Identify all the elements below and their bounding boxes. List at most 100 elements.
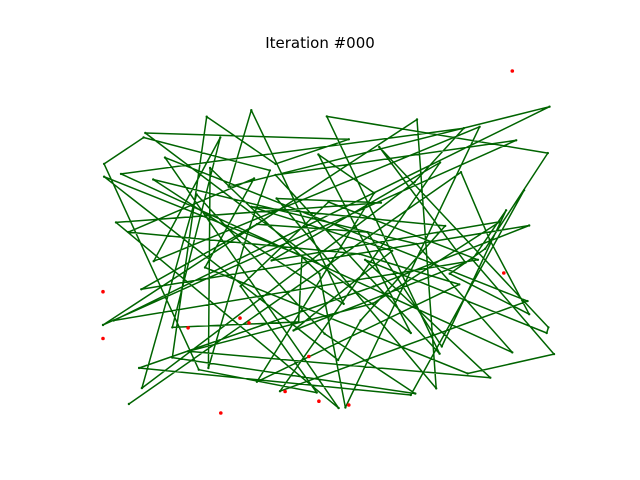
route-city-point <box>207 367 209 369</box>
route-city-point <box>209 167 211 169</box>
route-city-point <box>120 173 122 175</box>
route-city-point <box>198 369 200 371</box>
route-city-point <box>301 255 303 257</box>
unvisited-city-point <box>101 337 105 341</box>
route-city-point <box>270 259 272 261</box>
route-city-point <box>142 136 144 138</box>
route-city-point <box>171 326 173 328</box>
route-city-point <box>489 377 491 379</box>
route-city-point <box>528 313 530 315</box>
route-city-point <box>547 326 549 328</box>
route-city-point <box>458 283 460 285</box>
route-city-point <box>144 132 146 134</box>
route-city-point <box>279 390 281 392</box>
route-city-point <box>463 127 465 129</box>
route-city-point <box>153 260 155 262</box>
route-city-point <box>141 387 143 389</box>
route-city-point <box>344 406 346 408</box>
route-city-point <box>337 359 339 361</box>
unvisited-city-point <box>511 69 515 73</box>
route-city-point <box>364 259 366 261</box>
unvisited-city-point <box>186 326 190 330</box>
route-city-point <box>471 258 473 260</box>
route-city-point <box>256 381 258 383</box>
unvisited-city-point <box>347 403 351 407</box>
route-city-point <box>103 163 105 165</box>
route-city-point <box>511 351 513 353</box>
route-city-point <box>327 201 329 203</box>
route-city-point <box>548 106 550 108</box>
route-city-point <box>484 248 486 250</box>
route-city-point <box>317 153 319 155</box>
route-city-point <box>274 163 276 165</box>
route-city-point <box>415 243 417 245</box>
route-city-point <box>316 391 318 393</box>
route-city-point <box>250 206 252 208</box>
route-city-point <box>489 239 491 241</box>
route-city-point <box>444 225 446 227</box>
unvisited-city-point <box>502 271 506 275</box>
route-city-point <box>416 118 418 120</box>
route-city-point <box>372 285 374 287</box>
unvisited-city-point <box>247 321 251 325</box>
route-city-point <box>435 387 437 389</box>
route-city-point <box>373 192 375 194</box>
route-city-point <box>441 345 443 347</box>
route-city-point <box>103 176 105 178</box>
route-city-point <box>115 221 117 223</box>
route-city-point <box>102 324 104 326</box>
unvisited-city-point <box>307 355 311 359</box>
route-city-point <box>467 372 469 374</box>
route-city-point <box>505 209 507 211</box>
route-city-point <box>274 174 276 176</box>
route-city-point <box>128 403 130 405</box>
route-city-point <box>253 177 255 179</box>
route-city-point <box>410 332 412 334</box>
route-city-point <box>247 231 249 233</box>
route-city-point <box>187 350 189 352</box>
route-city-point <box>269 169 271 171</box>
unvisited-city-point <box>283 390 287 394</box>
route-city-point <box>113 319 115 321</box>
route-city-point <box>275 197 277 199</box>
route-city-point <box>366 231 368 233</box>
route-city-point <box>439 161 441 163</box>
route-city-point <box>391 250 393 252</box>
route-city-point <box>523 189 525 191</box>
route-city-point <box>318 273 320 275</box>
route-city-point <box>256 223 258 225</box>
route-city-point <box>138 367 140 369</box>
route-city-point <box>477 259 479 261</box>
route-city-point <box>127 231 129 233</box>
route-city-point <box>195 193 197 195</box>
unvisited-city-point <box>238 316 242 320</box>
route-city-point <box>292 329 294 331</box>
route-city-point <box>140 288 142 290</box>
route-city-point <box>250 109 252 111</box>
route-city-point <box>546 332 548 334</box>
route-city-point <box>553 353 555 355</box>
route-city-point <box>380 202 382 204</box>
route-city-point <box>414 392 416 394</box>
route-city-point <box>297 321 299 323</box>
route-city-point <box>460 171 462 173</box>
route-city-point <box>206 116 208 118</box>
route-city-point <box>204 266 206 268</box>
route-city-point <box>378 146 380 148</box>
route-city-point <box>438 353 440 355</box>
route-city-point <box>171 356 173 358</box>
route-city-point <box>164 156 166 158</box>
route-city-point <box>326 115 328 117</box>
unvisited-city-point <box>219 411 223 415</box>
route-city-point <box>372 302 374 304</box>
route-city-point <box>414 181 416 183</box>
route-city-point <box>348 138 350 140</box>
route-line <box>103 107 554 408</box>
route-city-point <box>337 407 339 409</box>
route-city-point <box>515 139 517 141</box>
route-city-point <box>526 300 528 302</box>
unvisited-city-point <box>317 399 321 403</box>
route-city-point <box>219 136 221 138</box>
